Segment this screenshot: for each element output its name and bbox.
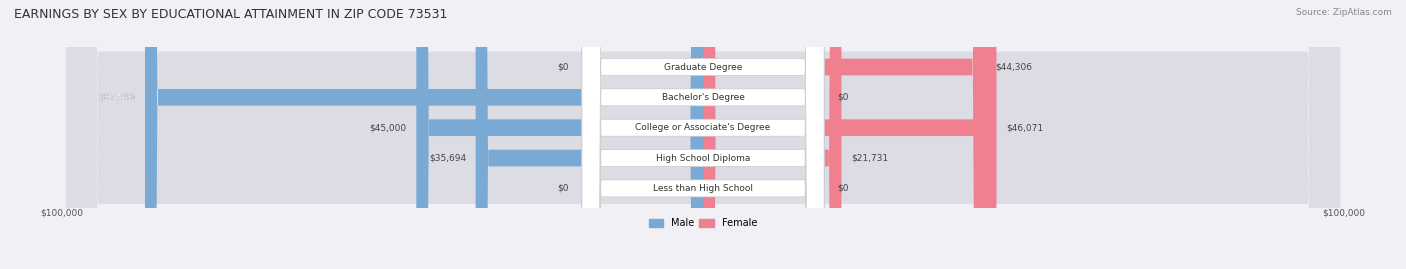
FancyBboxPatch shape bbox=[416, 0, 703, 269]
FancyBboxPatch shape bbox=[66, 0, 1340, 269]
Text: $0: $0 bbox=[558, 184, 569, 193]
Text: EARNINGS BY SEX BY EDUCATIONAL ATTAINMENT IN ZIP CODE 73531: EARNINGS BY SEX BY EDUCATIONAL ATTAINMEN… bbox=[14, 8, 447, 21]
FancyBboxPatch shape bbox=[66, 0, 1340, 269]
Text: $87,596: $87,596 bbox=[98, 93, 135, 102]
FancyBboxPatch shape bbox=[66, 0, 1340, 269]
FancyBboxPatch shape bbox=[582, 0, 824, 269]
Text: Graduate Degree: Graduate Degree bbox=[664, 62, 742, 72]
FancyBboxPatch shape bbox=[475, 0, 703, 269]
FancyBboxPatch shape bbox=[66, 0, 1340, 269]
FancyBboxPatch shape bbox=[703, 0, 841, 269]
Text: Less than High School: Less than High School bbox=[652, 184, 754, 193]
Text: $100,000: $100,000 bbox=[1323, 208, 1365, 217]
Text: $35,694: $35,694 bbox=[429, 154, 465, 162]
FancyBboxPatch shape bbox=[582, 0, 824, 269]
FancyBboxPatch shape bbox=[582, 0, 824, 269]
Text: $44,306: $44,306 bbox=[995, 62, 1032, 72]
Text: $0: $0 bbox=[558, 62, 569, 72]
Text: High School Diploma: High School Diploma bbox=[655, 154, 751, 162]
FancyBboxPatch shape bbox=[145, 0, 703, 269]
Text: $87,596: $87,596 bbox=[98, 93, 135, 102]
Text: $100,000: $100,000 bbox=[41, 208, 83, 217]
Text: $45,000: $45,000 bbox=[370, 123, 406, 132]
FancyBboxPatch shape bbox=[66, 0, 1340, 269]
Text: $21,731: $21,731 bbox=[851, 154, 889, 162]
FancyBboxPatch shape bbox=[703, 0, 986, 269]
FancyBboxPatch shape bbox=[582, 0, 824, 269]
Text: $0: $0 bbox=[837, 184, 848, 193]
Text: Source: ZipAtlas.com: Source: ZipAtlas.com bbox=[1296, 8, 1392, 17]
Text: $0: $0 bbox=[837, 93, 848, 102]
FancyBboxPatch shape bbox=[582, 0, 824, 269]
Text: Bachelor's Degree: Bachelor's Degree bbox=[662, 93, 744, 102]
Text: College or Associate's Degree: College or Associate's Degree bbox=[636, 123, 770, 132]
Text: $46,071: $46,071 bbox=[1007, 123, 1043, 132]
Legend: Male, Female: Male, Female bbox=[645, 214, 761, 232]
FancyBboxPatch shape bbox=[703, 0, 997, 269]
